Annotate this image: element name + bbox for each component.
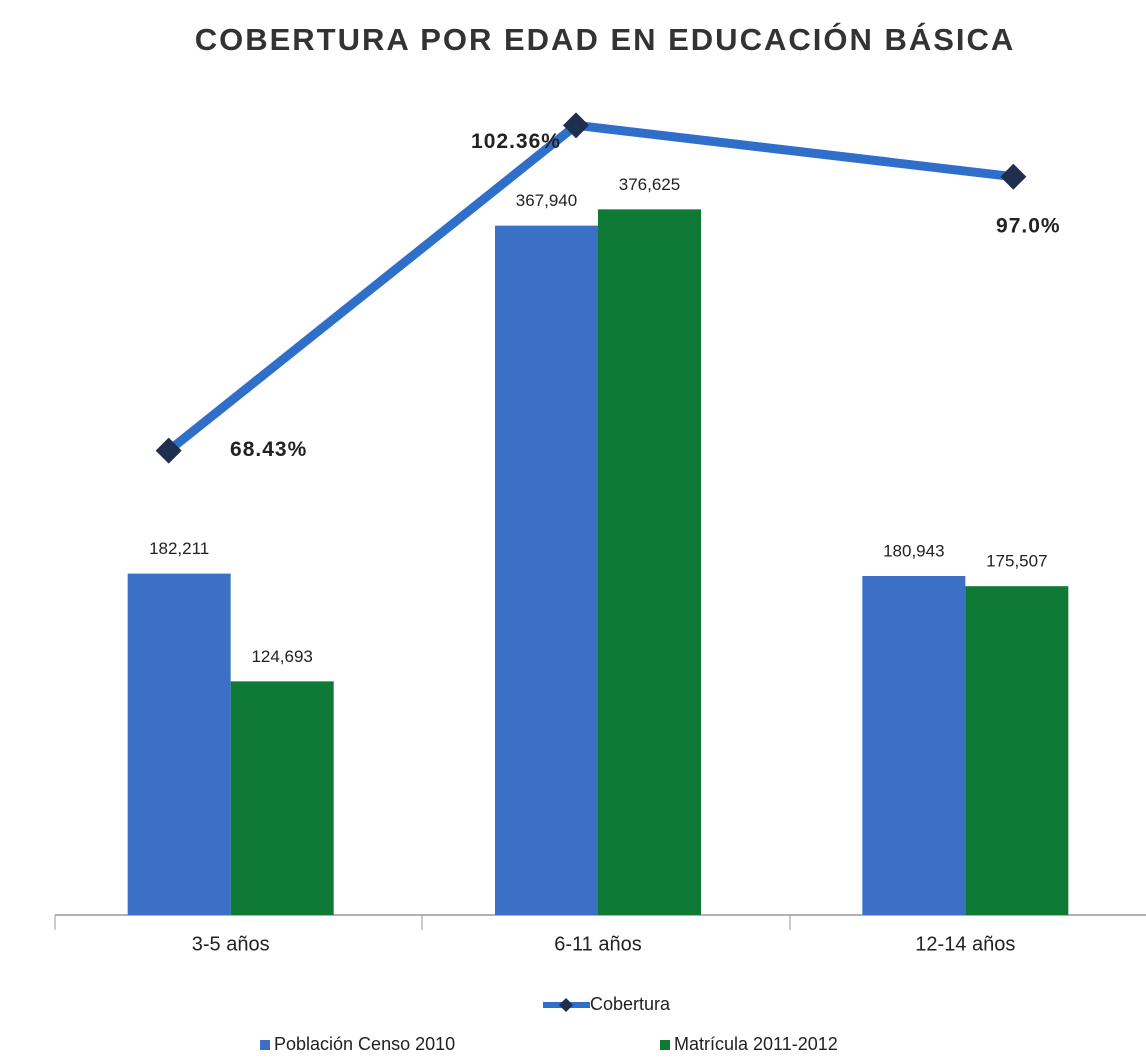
line-value-label: 68.43% [230, 438, 307, 461]
line-value-label: 97.0% [996, 214, 1061, 237]
legend-marker [559, 998, 573, 1012]
value-label: 367,940 [516, 191, 577, 210]
x-tick-label: 6-11 años [554, 933, 641, 955]
x-tick-label: 3-5 años [192, 933, 270, 955]
chart-title: COBERTURA POR EDAD EN EDUCACIÓN BÁSICA [195, 21, 1016, 57]
legend-swatch [260, 1040, 270, 1050]
legend-label: Población Censo 2010 [274, 1034, 455, 1054]
value-label: 124,693 [251, 647, 312, 666]
value-label: 376,625 [619, 175, 680, 194]
value-label: 175,507 [986, 552, 1047, 571]
marker [1000, 163, 1027, 190]
bar [495, 225, 598, 916]
legend-label: Matrícula 2011-2012 [674, 1034, 838, 1054]
value-label: 182,211 [149, 539, 209, 558]
marker [563, 112, 589, 139]
bar [598, 209, 701, 915]
marker [155, 437, 182, 464]
legend-label: Cobertura [590, 994, 671, 1014]
line-value-label: 102.36% [471, 130, 561, 153]
bar [230, 681, 334, 915]
bar [965, 586, 1069, 915]
x-tick-label: 12-14 años [915, 933, 1015, 955]
bar [862, 575, 966, 915]
legend-swatch [660, 1040, 670, 1050]
bar [127, 573, 231, 915]
value-label: 180,943 [883, 541, 944, 560]
